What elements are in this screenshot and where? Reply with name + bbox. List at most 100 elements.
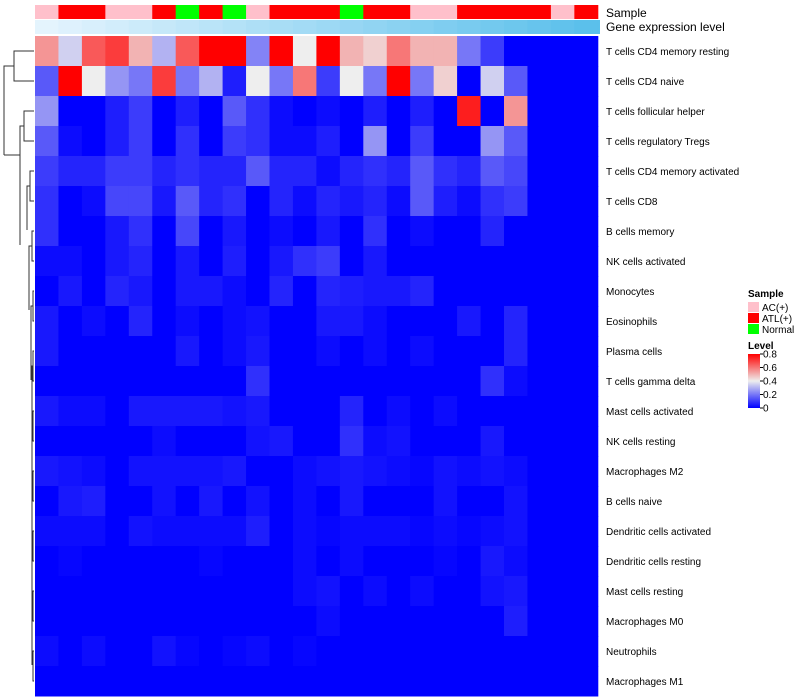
heatmap-cell [316, 216, 341, 247]
heatmap-cell [386, 366, 411, 397]
heatmap-cell [128, 486, 153, 517]
heatmap-cell [457, 666, 482, 697]
heatmap-cell [152, 66, 177, 97]
heatmap-cell [152, 396, 177, 427]
heatmap-cells [35, 36, 599, 697]
heatmap-cell [433, 246, 458, 277]
heatmap-cell [105, 246, 130, 277]
heatmap-cell [339, 636, 364, 667]
sample-annotation-cell [386, 5, 411, 19]
heatmap-cell [81, 156, 106, 187]
heatmap-cell [457, 456, 482, 487]
heatmap-cell [292, 666, 317, 697]
level-tick-label: 0 [763, 404, 769, 415]
heatmap-cell [550, 546, 575, 577]
dendrogram-branch [31, 605, 33, 665]
heatmap-cell [292, 156, 317, 187]
heatmap-cell [199, 456, 224, 487]
heatmap-cell [527, 486, 552, 517]
heatmap-cell [105, 156, 130, 187]
sample-annotation-cell [58, 5, 83, 19]
heatmap-cell [269, 666, 294, 697]
heatmap-cell [58, 96, 83, 127]
sample-annotation-cell [574, 5, 599, 19]
heatmap-cell [574, 606, 599, 637]
heatmap-cell [292, 576, 317, 607]
heatmap-cell [316, 606, 341, 637]
heatmap-cell [35, 156, 59, 187]
heatmap-cell [152, 156, 177, 187]
heatmap-cell [175, 306, 200, 337]
heatmap-cell [504, 156, 528, 187]
heatmap-cell [386, 516, 411, 547]
heatmap-cell [105, 126, 130, 157]
heatmap-cell [152, 576, 177, 607]
heatmap-cell [105, 516, 130, 547]
heatmap-cell [574, 546, 599, 577]
heatmap-cell [574, 306, 599, 337]
heatmap-cell [457, 306, 482, 337]
heatmap-cell [574, 96, 599, 127]
heatmap-cell [246, 216, 270, 247]
heatmap-cell [339, 276, 364, 307]
heatmap-cell [316, 126, 341, 157]
heatmap-cell [81, 426, 106, 457]
heatmap-cell [246, 156, 270, 187]
heatmap-cell [386, 336, 411, 367]
heatmap-cell [527, 306, 552, 337]
heatmap-cell [504, 96, 528, 127]
level-colorbar [748, 354, 760, 408]
heatmap-cell [35, 36, 59, 67]
heatmap-cell [433, 546, 458, 577]
heatmap-cell [81, 336, 106, 367]
heatmap-cell [292, 186, 317, 217]
heatmap-cell [504, 426, 528, 457]
row-label: Macrophages M2 [606, 467, 684, 478]
heatmap-cell [128, 336, 153, 367]
heatmap-cell [35, 606, 59, 637]
level-tick-label: 0.4 [763, 377, 777, 388]
heatmap-cell [152, 456, 177, 487]
dendrogram-branch [3, 65, 14, 155]
heatmap-cell [246, 246, 270, 277]
heatmap-cell [81, 186, 106, 217]
heatmap-cell [316, 306, 341, 337]
heatmap-cell [105, 96, 130, 127]
level-legend-title: Level [748, 341, 774, 352]
heatmap-cell [339, 426, 364, 457]
heatmap-cell [152, 516, 177, 547]
heatmap-cell [363, 186, 388, 217]
heatmap-cell [152, 96, 177, 127]
heatmap-cell [550, 636, 575, 667]
sample-annotation-cell [175, 5, 200, 19]
heatmap-cell [199, 486, 224, 517]
heatmap-cell [550, 336, 575, 367]
heatmap-cell [480, 606, 505, 637]
heatmap-cell [316, 36, 341, 67]
heatmap-cell [480, 156, 505, 187]
heatmap-cell [35, 276, 59, 307]
heatmap-cell [363, 246, 388, 277]
heatmap-cell [550, 306, 575, 337]
heatmap-cell [105, 66, 130, 97]
heatmap-cell [105, 36, 130, 67]
heatmap-cell [58, 186, 83, 217]
heatmap-cell [457, 126, 482, 157]
heatmap-cell [292, 426, 317, 457]
level-legend: Level 0.8 0.6 0.4 0.2 0 [748, 341, 777, 415]
expression-annotation-cell [292, 20, 317, 34]
heatmap-cell [363, 456, 388, 487]
heatmap-cell [58, 366, 83, 397]
heatmap-cell [81, 126, 106, 157]
heatmap-cell [105, 336, 130, 367]
heatmap-cell [457, 546, 482, 577]
heatmap-cell [269, 66, 294, 97]
heatmap-cell [504, 486, 528, 517]
heatmap-cell [574, 486, 599, 517]
heatmap-cell [222, 36, 247, 67]
heatmap-cell [457, 36, 482, 67]
heatmap-cell [58, 486, 83, 517]
heatmap-cell [152, 36, 177, 67]
heatmap-cell [128, 96, 153, 127]
heatmap-cell [339, 606, 364, 637]
